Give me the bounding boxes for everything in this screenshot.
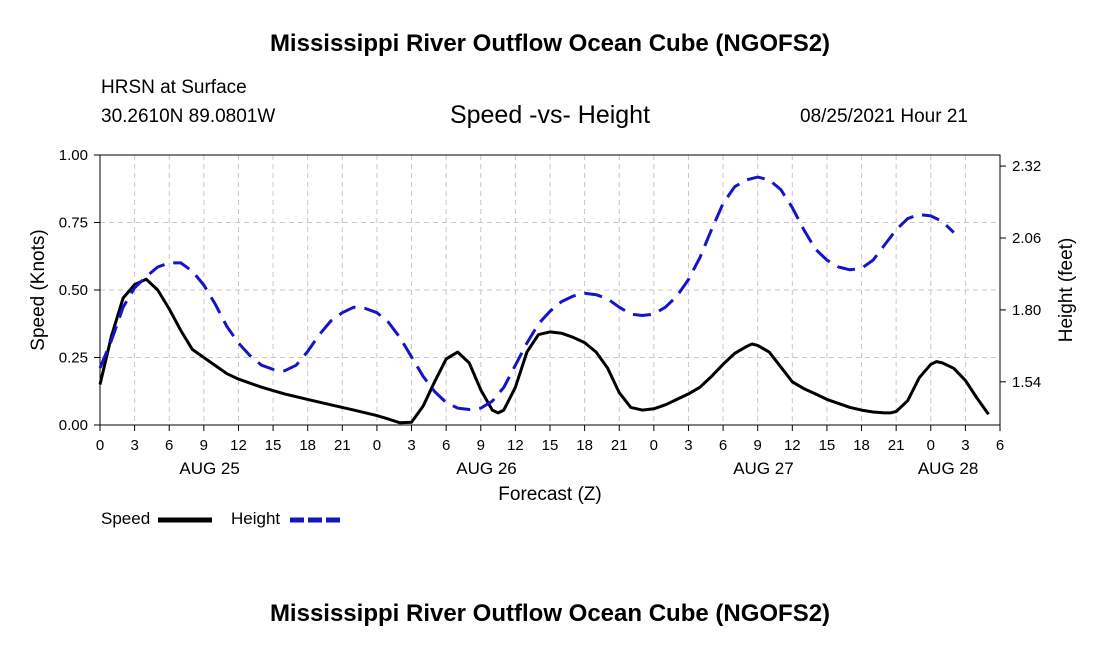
day-label: AUG 26 (456, 459, 516, 478)
coordinates-label: 30.2610N 89.0801W (101, 106, 276, 127)
plot-frame (99, 154, 1001, 426)
legend-speed-label: Speed (101, 509, 151, 528)
timestamp-label: 08/25/2021 Hour 21 (800, 106, 968, 127)
y2-tick-label: 2.06 (1012, 230, 1041, 247)
x-tick-label: 3 (130, 437, 138, 454)
x-tick-label: 15 (819, 437, 836, 454)
x-tick-label: 3 (961, 437, 969, 454)
x-tick-label: 3 (684, 437, 692, 454)
x-tick-label: 9 (200, 437, 208, 454)
y-tick-label: 0.50 (59, 282, 88, 299)
y2-tick-label: 2.32 (1012, 158, 1041, 175)
y-axis-label: Speed (Knots) (28, 229, 49, 350)
day-label: AUG 25 (179, 459, 239, 478)
height-series-line (98, 175, 955, 411)
x-tick-label: 6 (719, 437, 727, 454)
x-tick-label: 9 (477, 437, 485, 454)
bottom-title: Mississippi River Outflow Ocean Cube (NG… (269, 600, 831, 627)
x-tick-label: 21 (888, 437, 905, 454)
x-tick-label: 18 (853, 437, 870, 454)
y2-tick-label: 1.54 (1012, 374, 1041, 391)
x-tick-label: 0 (96, 437, 104, 454)
x-tick-label: 18 (299, 437, 316, 454)
x-tick-label: 0 (927, 437, 935, 454)
top-title: Mississippi River Outflow Ocean Cube (NG… (269, 30, 831, 57)
x-tick-label: 18 (576, 437, 593, 454)
y-tick-label: 0.25 (59, 350, 88, 367)
x-tick-label: 6 (442, 437, 450, 454)
x-tick-label: 15 (265, 437, 282, 454)
chart-title: Speed -vs- Height (449, 101, 651, 129)
day-label: AUG 28 (918, 459, 978, 478)
x-tick-label: 12 (507, 437, 524, 454)
x-tick-label: 6 (165, 437, 173, 454)
legend-height-label: Height (231, 509, 281, 528)
y-tick-label: 0.75 (59, 215, 88, 232)
x-tick-label: 0 (373, 437, 381, 454)
x-tick-label: 3 (407, 437, 415, 454)
day-label: AUG 27 (733, 459, 793, 478)
x-tick-label: 21 (334, 437, 351, 454)
station-label: HRSN at Surface (101, 77, 247, 98)
x-tick-label: 21 (611, 437, 628, 454)
x-tick-label: 9 (754, 437, 762, 454)
y-tick-label: 1.00 (59, 147, 88, 164)
x-axis-label: Forecast (Z) (498, 484, 601, 505)
x-tick-label: 12 (784, 437, 801, 454)
x-tick-label: 0 (650, 437, 658, 454)
speed-series-line (98, 277, 990, 425)
x-tick-label: 12 (230, 437, 247, 454)
y2-axis-label: Height (feet) (1056, 238, 1077, 343)
x-tick-label: 15 (542, 437, 559, 454)
y-tick-label: 0.00 (59, 417, 88, 434)
x-tick-label: 6 (996, 437, 1004, 454)
y2-tick-label: 1.80 (1012, 302, 1041, 319)
